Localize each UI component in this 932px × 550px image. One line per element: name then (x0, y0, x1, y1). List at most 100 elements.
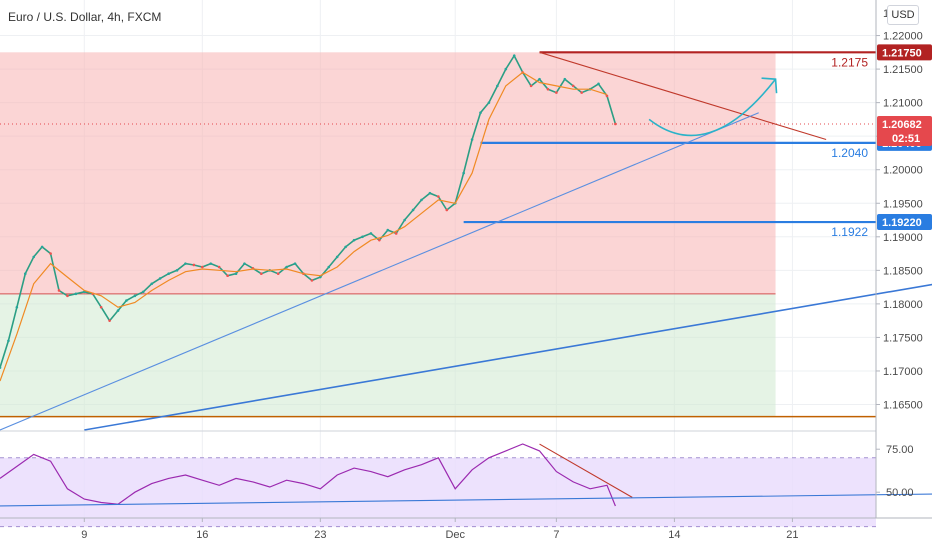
level-label-0: 1.2175 (831, 55, 868, 69)
price-point (335, 255, 339, 259)
price-point (260, 272, 263, 275)
axis-layer: 1.220001.215001.210001.205001.200001.195… (81, 8, 932, 541)
rsi-divergence (539, 443, 633, 498)
resistance-zone (0, 52, 776, 294)
time-tick-label-6: 21 (786, 529, 798, 541)
rsi-band (0, 457, 876, 527)
price-point (361, 235, 364, 239)
price-point (369, 232, 373, 235)
moving-average-line (0, 71, 608, 382)
current-price-tag-text: 1.20682 (882, 119, 922, 131)
price-point (378, 238, 381, 242)
price-point (420, 198, 423, 202)
price-point (7, 339, 10, 343)
price-tick-label-0: 1.22000 (883, 31, 923, 43)
descending-resistance (539, 51, 827, 141)
projection-arrowhead (761, 77, 778, 94)
price-point (226, 274, 229, 278)
price-point (546, 87, 550, 91)
price-point (142, 290, 145, 294)
price-point (167, 272, 170, 275)
support-zone (0, 293, 776, 417)
price-point (344, 245, 347, 249)
price-point (40, 245, 44, 249)
price-tick-label-10: 1.17000 (883, 366, 923, 378)
price-point (32, 255, 36, 259)
price-point (158, 277, 162, 280)
price-point (192, 263, 196, 267)
price-point (310, 279, 314, 282)
price-point (234, 272, 238, 275)
current-price-tag-countdown: 02:51 (892, 133, 920, 145)
rsi-support (0, 493, 932, 507)
price-layer (0, 54, 778, 382)
price-tick-label-7: 1.18500 (883, 265, 923, 277)
price-point (394, 232, 398, 235)
price-point (327, 265, 331, 269)
price-point (0, 366, 2, 369)
currency-button[interactable]: USD (887, 5, 919, 25)
price-point (116, 309, 120, 312)
price-point (125, 299, 128, 302)
rsi-tick-label-0: 75.00 (886, 444, 914, 456)
price-point (150, 282, 154, 286)
level-label-1: 1.2040 (831, 146, 868, 160)
price-point (479, 111, 482, 114)
price-point (445, 208, 449, 212)
price-point (319, 275, 322, 279)
time-tick-label-1: 16 (196, 529, 208, 541)
price-point (614, 122, 617, 126)
time-tick-label-3: Dec (445, 529, 465, 541)
rsi-layer (0, 443, 932, 528)
line-layer: 1.2175 1.2040 1.1922 (0, 51, 932, 431)
price-point (512, 54, 516, 57)
price-tick-label-11: 1.16500 (883, 400, 923, 412)
rsi-line (0, 443, 616, 507)
price-point (470, 138, 474, 141)
rising-support-shallow (84, 283, 932, 431)
price-point (243, 262, 246, 265)
price-point (15, 305, 19, 309)
price-point (487, 101, 491, 104)
time-tick-label-2: 23 (314, 529, 326, 541)
time-tick-label-0: 9 (81, 529, 87, 541)
price-point (605, 94, 609, 98)
price-tick-label-4: 1.20000 (883, 165, 923, 177)
price-point (462, 171, 465, 175)
price-point (538, 77, 541, 81)
price-point (386, 228, 390, 232)
price-point (580, 91, 583, 94)
zone-layer (0, 52, 776, 417)
price-tick-label-5: 1.19500 (883, 198, 923, 210)
price-point (209, 262, 213, 265)
price-point (504, 67, 508, 71)
price-series-line (0, 54, 617, 368)
current-price-tag-box (877, 115, 932, 146)
price-tick-label-9: 1.17500 (883, 332, 923, 344)
price-tick-label-2: 1.21000 (883, 98, 923, 110)
price-point (23, 272, 27, 275)
time-tick-label-5: 14 (668, 529, 680, 541)
price-point (57, 289, 61, 292)
price-tick-label-6: 1.19000 (883, 232, 923, 244)
price-point (496, 84, 499, 88)
price-point (437, 195, 440, 198)
level-tag-0-box (877, 44, 932, 61)
price-tick-label-1: 1.21500 (883, 64, 923, 76)
price-point (184, 262, 187, 265)
price-point (66, 294, 69, 298)
level-tag-2-box (877, 214, 932, 231)
level-tag-0-text: 1.21750 (882, 47, 922, 59)
projection-curve (648, 78, 777, 137)
price-tick-label-8: 1.18000 (883, 299, 923, 311)
rising-support-steep (0, 112, 759, 431)
chart-title: Euro / U.S. Dollar, 4h, FXCM (8, 10, 161, 24)
price-point (597, 82, 600, 86)
frame-layer (0, 0, 932, 519)
price-point (74, 292, 78, 296)
rsi-tick-label-1: 50.00 (886, 487, 914, 499)
time-tick-label-4: 7 (553, 529, 559, 541)
price-point (276, 272, 280, 275)
